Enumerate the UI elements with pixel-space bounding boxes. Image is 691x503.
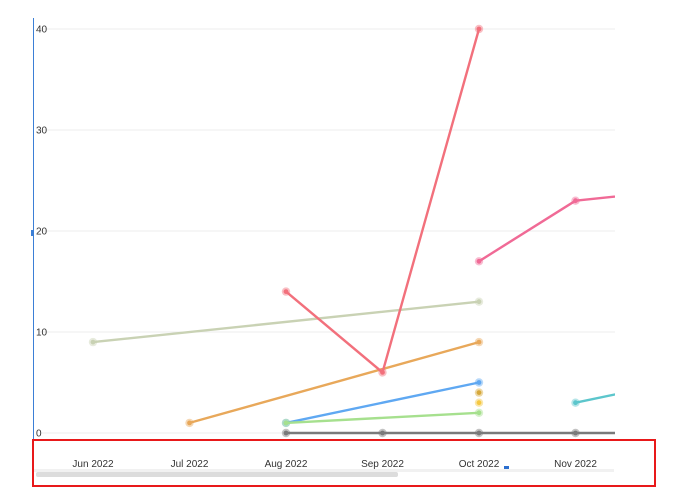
data-point-core — [476, 400, 482, 406]
data-point-core — [380, 430, 385, 436]
series-lines — [88, 24, 615, 438]
series-line — [91, 300, 481, 344]
data-point-core — [283, 289, 289, 294]
y-axis-tick-labels: 0 10 20 30 40 — [36, 25, 48, 440]
y-tick-label: 30 — [36, 126, 48, 137]
data-point-core — [476, 410, 482, 416]
data-point-core — [573, 198, 578, 204]
x-axis-tick-labels: Jun 2022 Jul 2022 Aug 2022 Sep 2022 Oct 2022… — [72, 459, 597, 470]
data-point-core — [476, 430, 482, 436]
y-axis-marker — [31, 230, 34, 236]
horizontal-scroll-track[interactable] — [34, 469, 614, 472]
y-tick-label: 20 — [36, 227, 48, 238]
series-line — [284, 27, 481, 374]
data-point-core — [283, 420, 289, 426]
scroll-position-marker — [504, 466, 509, 469]
x-tick-label: Nov 2022 — [554, 459, 597, 470]
series — [474, 388, 484, 397]
data-point-core — [573, 400, 578, 406]
data-point-core — [476, 26, 482, 32]
data-point-core — [187, 420, 192, 426]
series — [571, 393, 615, 407]
data-point-core — [476, 258, 482, 264]
y-axis-edge — [33, 18, 34, 460]
series-line — [188, 340, 481, 425]
y-tick-label: 40 — [36, 25, 48, 36]
data-point-core — [476, 339, 482, 345]
series-line — [284, 411, 481, 425]
series-line — [574, 393, 615, 404]
data-point-core — [380, 370, 385, 375]
series — [185, 337, 484, 428]
series — [474, 398, 484, 407]
y-tick-label: 0 — [36, 429, 42, 440]
data-point-core — [573, 430, 578, 436]
series — [88, 297, 484, 347]
data-point-core — [476, 299, 482, 305]
series — [281, 378, 484, 428]
data-point-core — [476, 390, 482, 395]
data-point-core — [90, 339, 96, 345]
x-tick-label: Aug 2022 — [265, 459, 308, 470]
series — [281, 408, 484, 428]
series — [281, 24, 484, 377]
x-tick-label: Jun 2022 — [72, 459, 114, 470]
x-tick-label: Oct 2022 — [459, 459, 500, 470]
series — [281, 428, 615, 438]
x-tick-label: Sep 2022 — [361, 459, 404, 470]
horizontal-scrollbar-thumb[interactable] — [36, 472, 398, 477]
series — [474, 195, 615, 266]
y-tick-label: 10 — [36, 328, 48, 339]
data-point-core — [283, 430, 289, 436]
x-tick-label: Jul 2022 — [171, 459, 209, 470]
data-point-core — [476, 380, 482, 385]
series-line — [284, 381, 481, 425]
